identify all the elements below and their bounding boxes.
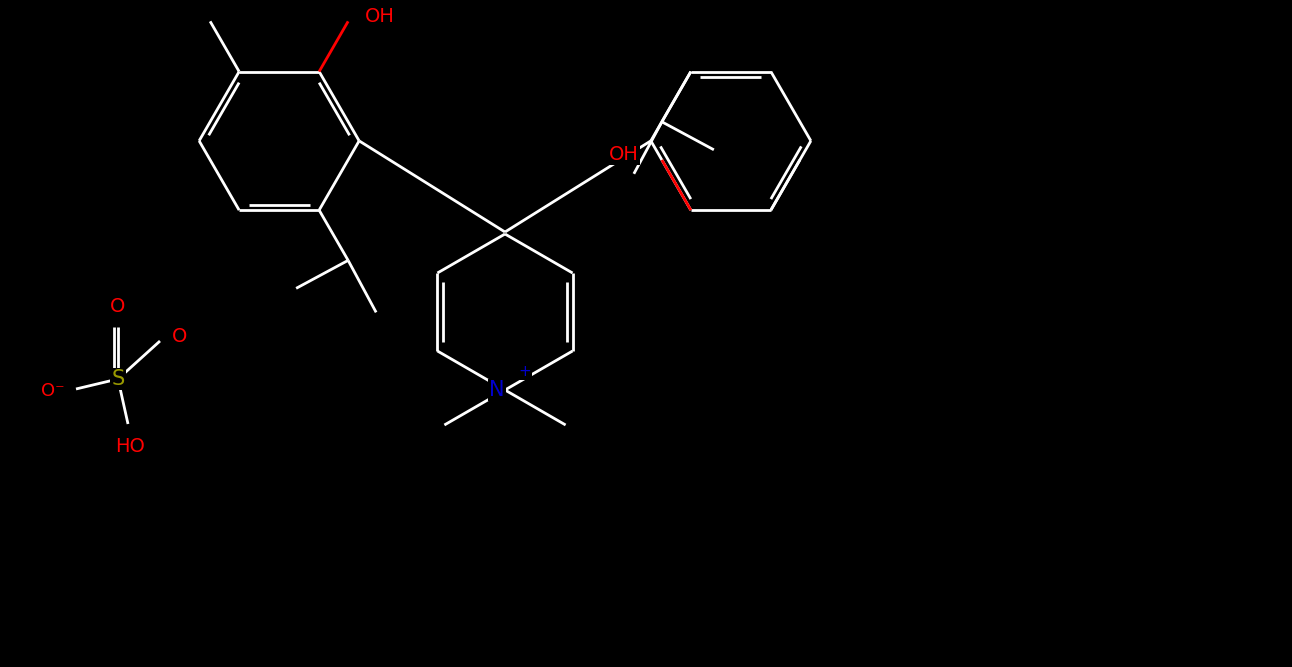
Text: O⁻: O⁻ — [41, 382, 65, 400]
Text: O: O — [110, 297, 125, 315]
Text: HO: HO — [115, 438, 145, 456]
Text: +: + — [518, 364, 531, 380]
Text: OH: OH — [366, 7, 395, 26]
Text: OH: OH — [609, 145, 638, 164]
Text: O: O — [172, 327, 187, 346]
Text: N: N — [490, 380, 505, 400]
Text: S: S — [111, 369, 124, 389]
